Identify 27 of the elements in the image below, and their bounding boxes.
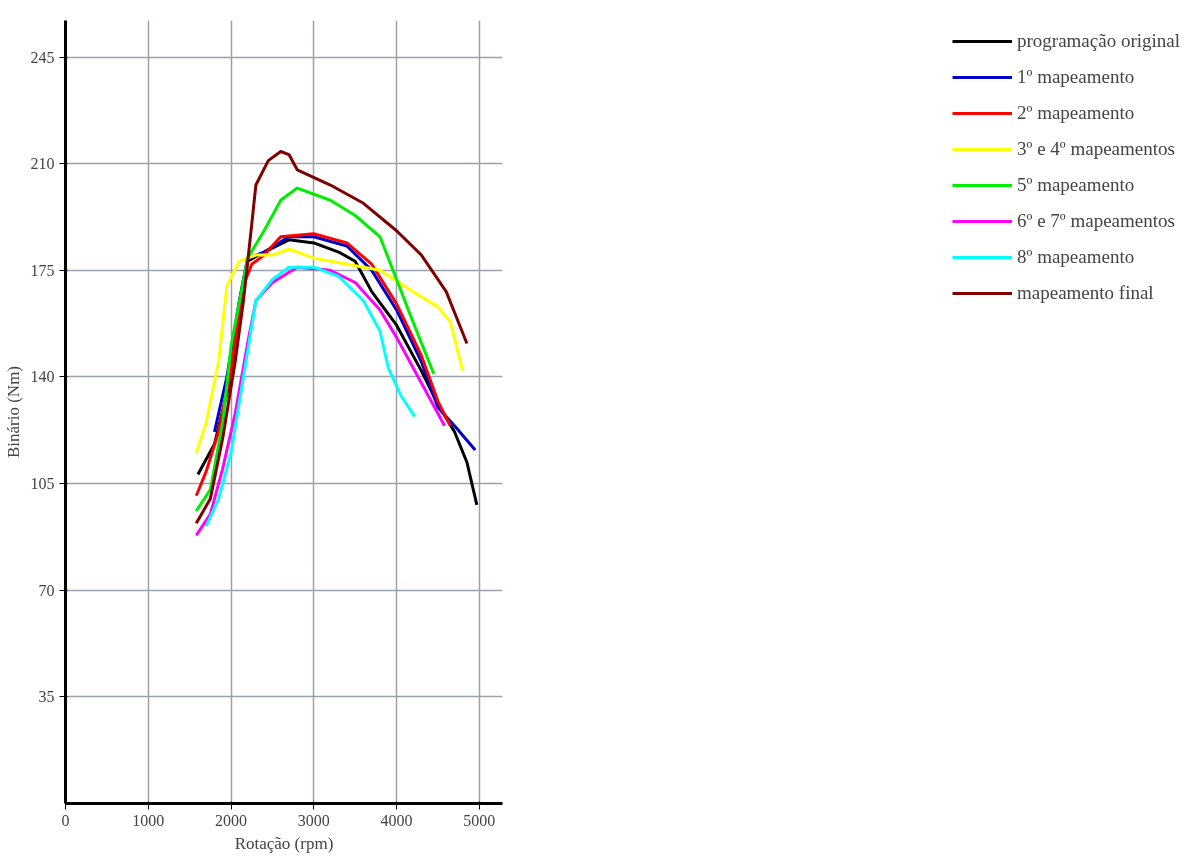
legend-label: programação original: [1016, 30, 1180, 52]
line-series: [194, 186, 436, 513]
x-axis-title: Rotação (rpm): [234, 833, 334, 853]
y-tick-label: 105: [30, 475, 55, 493]
y-tick-label: 70: [38, 581, 55, 599]
x-tick-label: 5000: [463, 811, 496, 829]
legend-label: 6º e 7º mapeamentos: [1016, 210, 1175, 232]
legend-label: 8º mapeamento: [1016, 246, 1135, 268]
legend-label: 3º e 4º mapeamentos: [1016, 138, 1175, 160]
y-tick-label: 175: [30, 261, 55, 279]
y-tick-label: 140: [30, 368, 55, 386]
legend-label: 1º mapeamento: [1016, 66, 1135, 88]
line-series: [194, 150, 469, 525]
line-series: [204, 265, 417, 528]
y-tick-label: 35: [38, 688, 55, 706]
y-tick-label: 210: [30, 155, 55, 173]
x-tick-label: 0: [61, 811, 70, 829]
legend-label: mapeamento final: [1016, 282, 1154, 304]
x-tick-label: 1000: [132, 811, 165, 829]
legend-label: 5º mapeamento: [1016, 174, 1135, 196]
x-tick-label: 4000: [380, 811, 413, 829]
y-axis-title: Binário (Nm): [3, 365, 23, 459]
x-tick-label: 2000: [215, 811, 248, 829]
x-tick-label: 3000: [297, 811, 330, 829]
line-series: [194, 247, 465, 455]
y-tick-label: 245: [30, 48, 55, 66]
legend-label: 2º mapeamento: [1016, 102, 1135, 124]
